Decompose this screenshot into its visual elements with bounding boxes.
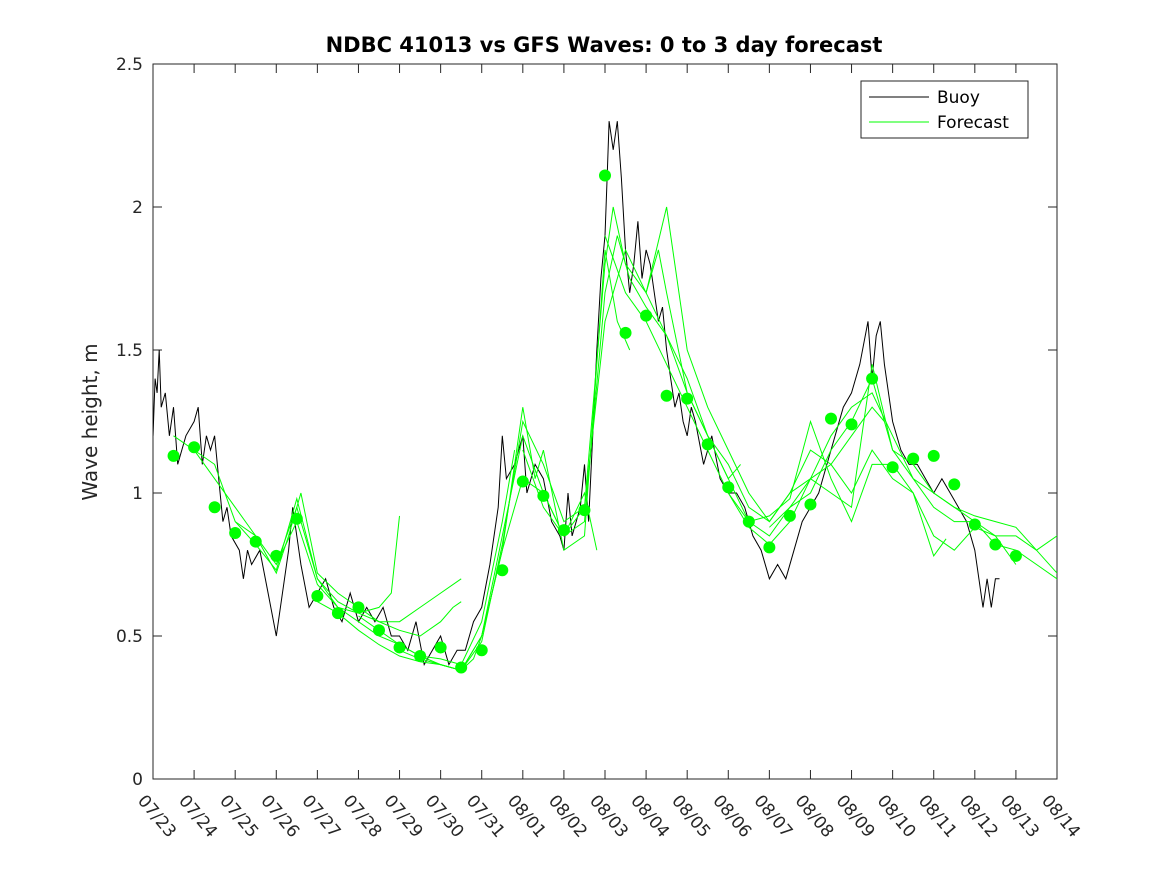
forecast-marker (701, 438, 714, 451)
legend-box (860, 80, 1029, 139)
forecast-marker (907, 452, 920, 465)
forecast-marker (475, 644, 488, 657)
forecast-marker (167, 449, 180, 462)
forecast-marker (1009, 549, 1022, 562)
forecast-marker (927, 449, 940, 462)
y-axis-label: Wave height, m (78, 343, 102, 500)
forecast-marker (845, 418, 858, 431)
forecast-run-1 (173, 435, 462, 637)
legend-label-forecast: Forecast (937, 113, 1009, 133)
forecast-marker (393, 641, 406, 654)
forecast-marker (804, 498, 817, 511)
forecast-marker (188, 441, 201, 454)
forecast-marker (352, 601, 365, 614)
forecast-run-11 (645, 292, 1057, 574)
forecast-marker (660, 389, 673, 402)
y-tick-label: 2 (132, 198, 143, 218)
forecast-marker (290, 512, 303, 525)
y-tick-label: 1.5 (116, 341, 143, 361)
forecast-marker (496, 564, 509, 577)
forecast-marker (557, 524, 570, 537)
legend: Buoy Forecast (860, 80, 1029, 139)
y-tick-label: 1 (132, 484, 143, 504)
forecast-run-6 (358, 249, 631, 671)
forecast-marker (681, 392, 694, 405)
forecast-run-9 (522, 206, 1017, 565)
forecast-marker (968, 518, 981, 531)
forecast-marker (722, 481, 735, 494)
forecast-marker (886, 461, 899, 474)
forecast-marker (825, 412, 837, 425)
data-layer (153, 121, 1057, 674)
forecast-marker (331, 607, 344, 620)
forecast-marker (640, 309, 653, 322)
forecast-marker (537, 489, 550, 502)
forecast-marker (434, 641, 447, 654)
forecast-marker (783, 509, 796, 522)
forecast-run-8 (440, 235, 885, 671)
forecast-marker (763, 541, 776, 554)
forecast-marker (373, 624, 385, 637)
forecast-marker (866, 372, 879, 385)
plot-area (152, 63, 1058, 780)
forecast-marker (516, 475, 529, 488)
forecast-run-2 (193, 449, 400, 614)
y-tick-label: 0 (132, 770, 143, 790)
y-tick-label: 2.5 (116, 55, 143, 75)
forecast-marker (311, 589, 324, 602)
forecast-marker (948, 478, 961, 491)
forecast-marker (619, 326, 632, 339)
forecast-marker (270, 549, 283, 562)
forecast-marker (599, 169, 611, 182)
chart-title: NDBC 41013 vs GFS Waves: 0 to 3 day fore… (326, 33, 883, 57)
forecast-marker (578, 504, 591, 517)
y-tick-label: 0.5 (116, 627, 143, 647)
forecast-marker (249, 535, 262, 548)
legend-label-buoy: Buoy (937, 88, 980, 108)
forecast-marker (208, 501, 221, 514)
forecast-marker (455, 661, 468, 674)
forecast-marker (989, 538, 1002, 551)
forecast-marker (229, 527, 242, 540)
forecast-run-3 (234, 496, 462, 623)
forecast-marker (414, 650, 427, 663)
forecast-run-12 (727, 392, 1057, 551)
forecast-marker (742, 515, 755, 528)
